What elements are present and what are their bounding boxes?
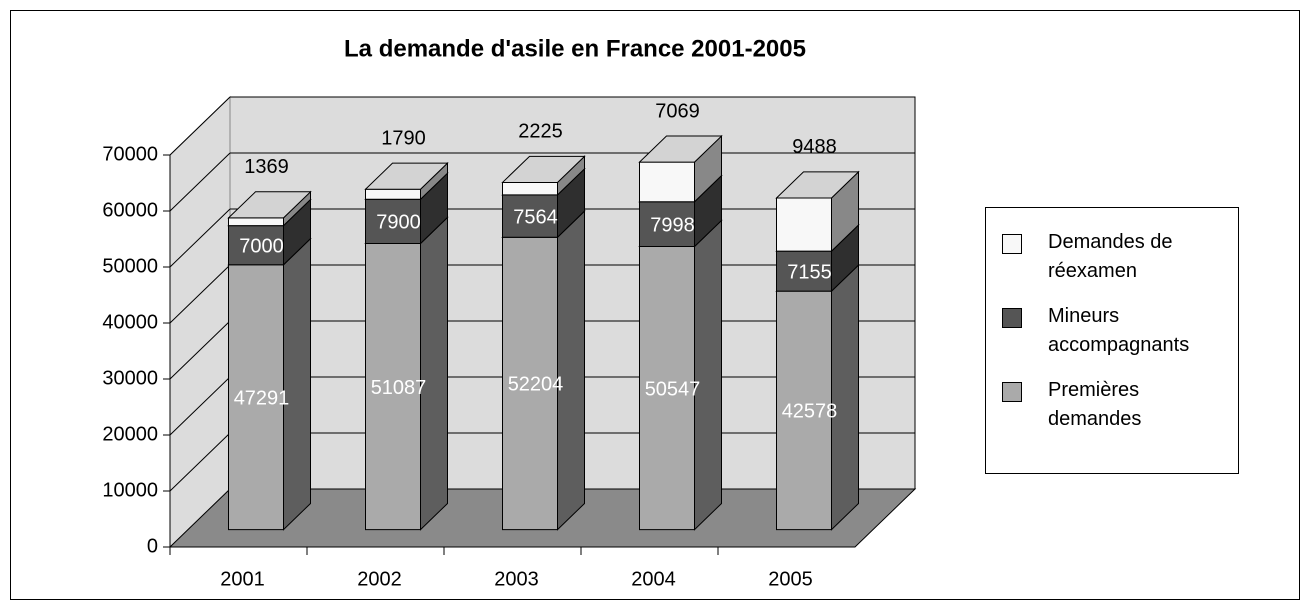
grid-line — [169, 96, 231, 156]
grid-line — [169, 208, 231, 268]
legend-swatch — [1002, 234, 1022, 254]
data-label: 2225 — [518, 121, 563, 143]
y-tick-label: 50000 — [102, 255, 158, 277]
data-label: 9488 — [792, 136, 837, 158]
bar-side — [831, 263, 859, 531]
grid-line — [169, 376, 231, 436]
x-tick-label: 2005 — [768, 568, 813, 590]
y-tick-label: 70000 — [102, 143, 158, 165]
grid-line — [169, 320, 231, 380]
chart-title: La demande d'asile en France 2001-2005 — [344, 35, 806, 62]
data-label: 47291 — [234, 387, 290, 409]
grid-line — [169, 264, 231, 324]
data-label: 51087 — [371, 377, 427, 399]
bar-side — [557, 209, 585, 531]
legend-item: Demandes de réexamen — [1002, 228, 1238, 286]
y-tick-label: 0 — [147, 535, 158, 557]
legend-swatch — [1002, 308, 1022, 328]
bar-top — [501, 155, 586, 183]
legend-item: Mineurs accompagnants — [1002, 302, 1238, 360]
bar — [365, 188, 421, 200]
bar-side — [420, 216, 448, 531]
bar-top — [775, 171, 860, 199]
bar — [228, 217, 284, 227]
y-tick-label: 30000 — [102, 367, 158, 389]
y-tick-label: 20000 — [102, 423, 158, 445]
data-label: 7069 — [655, 100, 700, 122]
bar — [639, 161, 695, 203]
bar-side — [283, 237, 311, 531]
data-label: 52204 — [508, 374, 564, 396]
grid-line — [169, 432, 231, 492]
data-label: 1790 — [381, 127, 426, 149]
grid-line — [169, 152, 231, 212]
legend-label: Demandes de réexamen — [1048, 231, 1173, 282]
data-label: 50547 — [645, 378, 701, 400]
legend-swatch — [1002, 382, 1022, 402]
bar — [502, 181, 558, 196]
data-label: 7155 — [787, 261, 832, 283]
x-tick-label: 2004 — [631, 568, 676, 590]
bar-top — [227, 191, 312, 219]
chart-frame — [10, 10, 1300, 600]
x-tick-label: 2002 — [357, 568, 402, 590]
data-label: 7900 — [376, 212, 421, 234]
x-tick-label: 2003 — [494, 568, 539, 590]
bar-top — [364, 162, 449, 190]
legend-item: Premières demandes — [1002, 376, 1238, 434]
data-label: 1369 — [244, 156, 289, 178]
side-wall — [169, 95, 231, 549]
bar-top — [638, 135, 723, 163]
x-tick-label: 2001 — [220, 568, 265, 590]
y-tick-label: 40000 — [102, 311, 158, 333]
y-tick-label: 10000 — [102, 479, 158, 501]
data-label: 7998 — [650, 214, 695, 236]
data-label: 42578 — [782, 401, 838, 423]
bar — [776, 197, 832, 252]
y-tick-label: 60000 — [102, 199, 158, 221]
bar-side — [694, 219, 722, 531]
legend-label: Mineurs accompagnants — [1048, 305, 1190, 356]
legend: Demandes de réexamen Mineurs accompagnant… — [985, 207, 1239, 474]
data-label: 7564 — [513, 206, 558, 228]
legend-label: Premières demandes — [1048, 379, 1142, 430]
data-label: 7000 — [239, 235, 284, 257]
